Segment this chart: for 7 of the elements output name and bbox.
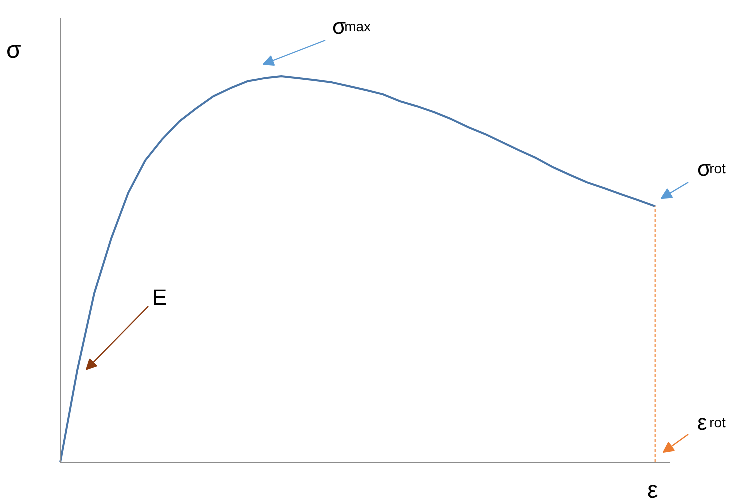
x-axis-title: ε [648,477,658,504]
text: σ [6,37,22,64]
text: σmax [332,14,372,39]
y-axis-title: σ [698,156,712,181]
text: rot [710,160,726,176]
text: εrot [698,410,726,435]
annotation: E [152,285,168,310]
